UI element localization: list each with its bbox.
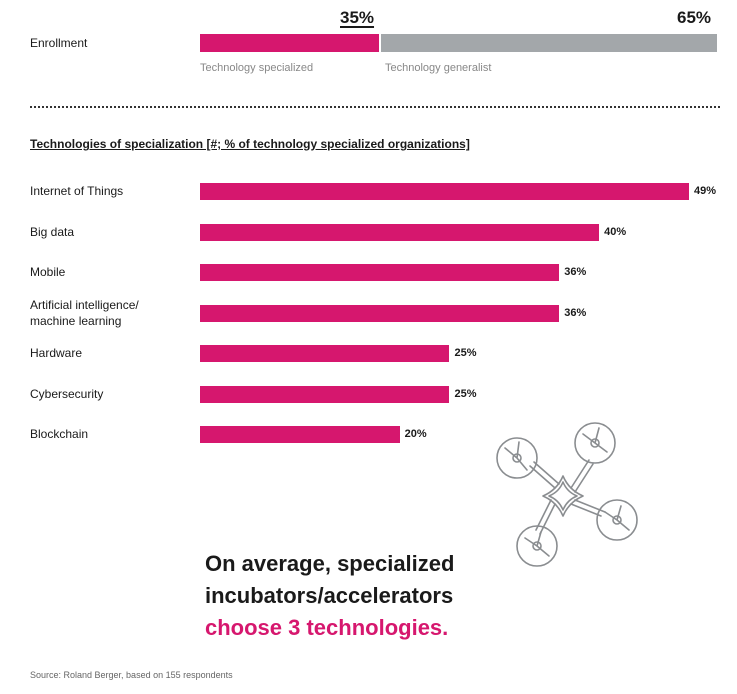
drone-icon <box>496 422 638 567</box>
enrollment-label: Enrollment <box>30 36 88 50</box>
specialized-sublabel: Technology specialized <box>200 62 314 74</box>
category-label: Hardware <box>30 346 83 360</box>
category-label: Big data <box>30 224 75 239</box>
bar <box>200 345 450 362</box>
category-label: Cybersecurity <box>30 386 104 401</box>
dotted-divider <box>30 106 720 108</box>
bar <box>200 264 560 281</box>
bar-value-label: 40% <box>604 225 627 238</box>
headline: On average, specialized incubators/accel… <box>205 548 454 644</box>
headline-line-2: incubators/accelerators <box>205 583 454 608</box>
bar <box>200 223 600 241</box>
bar <box>200 304 560 322</box>
bar-value-label: 36% <box>564 266 587 278</box>
bar-value-label: 20% <box>404 428 427 440</box>
bar <box>200 426 400 443</box>
generalist-percent: 65% <box>677 8 712 27</box>
bar-value-label: 25% <box>454 347 477 359</box>
bar <box>200 385 450 403</box>
category-label: Mobile <box>30 265 66 279</box>
chart-title: Technologies of specialization [#; % of … <box>30 137 470 151</box>
headline-line-3: choose 3 technologies. <box>205 615 449 640</box>
category-label: Blockchain <box>30 427 89 441</box>
bar-value-label: 49% <box>694 185 717 197</box>
category-label: Internet of Things <box>30 184 124 198</box>
bar <box>200 183 689 200</box>
enrollment-bar-generalist <box>380 34 717 52</box>
generalist-sublabel: Technology generalist <box>385 62 492 74</box>
headline-line-1: On average, specialized <box>205 551 455 576</box>
bar-value-label: 36% <box>564 306 587 319</box>
enrollment-bar-specialized <box>200 34 379 52</box>
bar-value-label: 25% <box>454 387 477 400</box>
source-note: Source: Roland Berger, based on 155 resp… <box>30 670 233 680</box>
category-label: Artificial intelligence/ machine learnin… <box>30 297 139 328</box>
specialized-percent: 35% <box>340 8 375 27</box>
